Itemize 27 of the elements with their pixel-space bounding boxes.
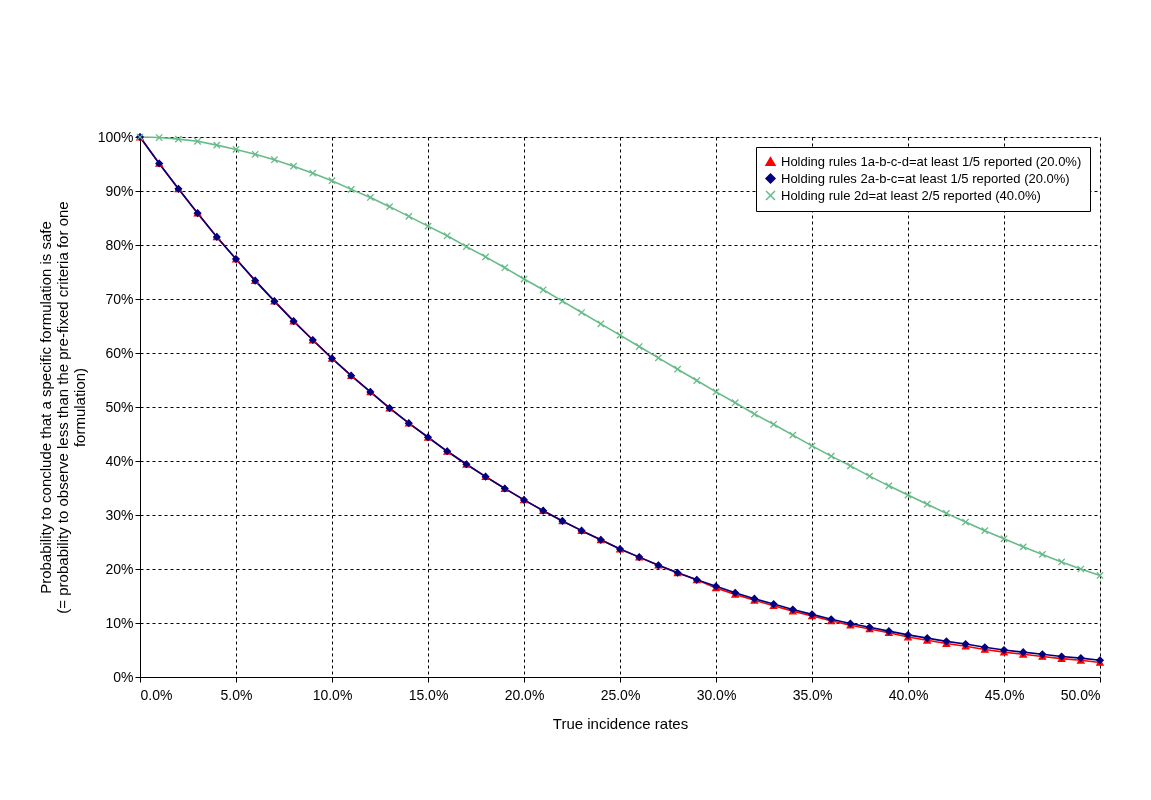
y-tick-label: 60% xyxy=(105,344,134,361)
legend-label: Holding rule 2d=at least 2/5 reported (40.0%) xyxy=(781,187,1041,203)
legend-label: Holding rules 2a-b-c=at least 1/5 reported (20.0%) xyxy=(781,170,1070,186)
x-tick-label: 5.0% xyxy=(220,686,253,703)
x-tick-label: 30.0% xyxy=(696,686,737,703)
y-tick-label: 10% xyxy=(105,614,134,631)
x-tick-label: 15.0% xyxy=(408,686,449,703)
x-tick-label: 0.0% xyxy=(140,686,173,703)
y-tick-label: 40% xyxy=(105,452,134,469)
y-tick-label: 0% xyxy=(113,668,134,685)
x-axis-title: True incidence rates xyxy=(552,714,689,732)
x-tick-label: 40.0% xyxy=(888,686,929,703)
y-axis-title: Probability to conclude that a specific formulation is safe (= probability to observe less than the pre-fixed criteria for one formulation) xyxy=(36,201,88,614)
y-tick-label: 30% xyxy=(105,506,134,523)
x-tick-label: 20.0% xyxy=(504,686,545,703)
x-tick-label: 45.0% xyxy=(984,686,1025,703)
y-tick-label: 50% xyxy=(105,398,134,415)
x-tick-label: 10.0% xyxy=(312,686,353,703)
x-tick-label: 35.0% xyxy=(792,686,833,703)
x-tick-label: 50.0% xyxy=(1060,686,1101,703)
y-tick-label: 20% xyxy=(105,560,134,577)
y-tick-label: 70% xyxy=(105,290,134,307)
legend-label: Holding rules 1a-b-c-d=at least 1/5 reported (20.0%) xyxy=(781,153,1082,169)
y-tick-label: 80% xyxy=(105,236,134,253)
x-tick-label: 25.0% xyxy=(600,686,641,703)
y-tick-label: 100% xyxy=(97,128,134,145)
y-tick-label: 90% xyxy=(105,182,134,199)
